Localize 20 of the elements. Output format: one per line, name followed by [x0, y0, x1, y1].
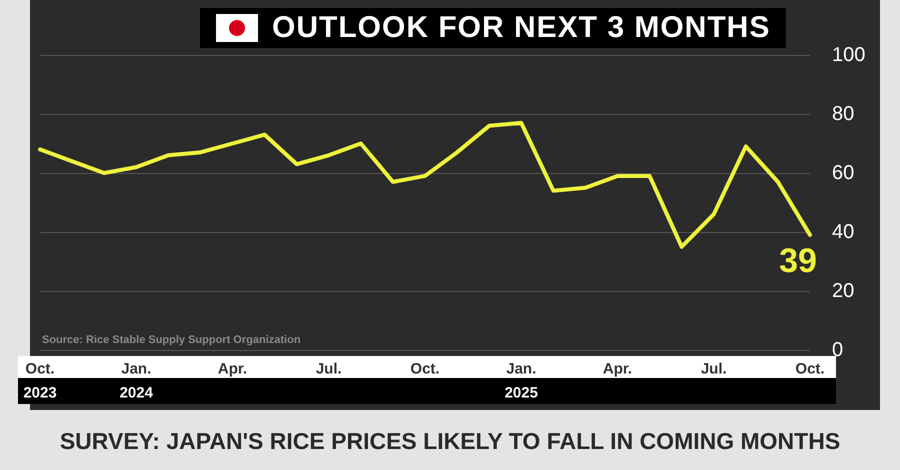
data-label: 39 — [779, 242, 817, 280]
x-tick-label: Apr. — [602, 360, 632, 378]
y-tick-label: 0 — [832, 339, 844, 361]
x-tick-label: Oct. 2023 — [23, 360, 57, 402]
line-series — [38, 120, 812, 249]
x-tick-label: Oct. — [795, 360, 825, 378]
y-tick-label: 60 — [832, 162, 854, 184]
x-tick-label: Oct. — [410, 360, 440, 378]
chart-title: OUTLOOK FOR NEXT 3 MONTHS — [272, 10, 770, 46]
x-tick-label: Jul. — [700, 360, 727, 378]
text: SURVEY: JAPAN'S RICE PRICES LIKELY TO FALL IN COMING MONTHS — [58, 427, 842, 456]
x-tick-label: Jul. — [316, 360, 342, 378]
y-tick-label: 100 — [832, 44, 866, 66]
annotation: Source: Rice Stable Supply Support Organization — [42, 334, 301, 346]
y-tick-label: 40 — [832, 221, 854, 243]
y-tick-label: 80 — [832, 103, 854, 125]
x-tick-label: Jan. 2025 — [504, 360, 538, 402]
y-tick-label: 20 — [832, 280, 854, 302]
x-tick-label: Jan. 2024 — [120, 360, 154, 402]
x-tick-label: Apr. — [218, 360, 248, 378]
